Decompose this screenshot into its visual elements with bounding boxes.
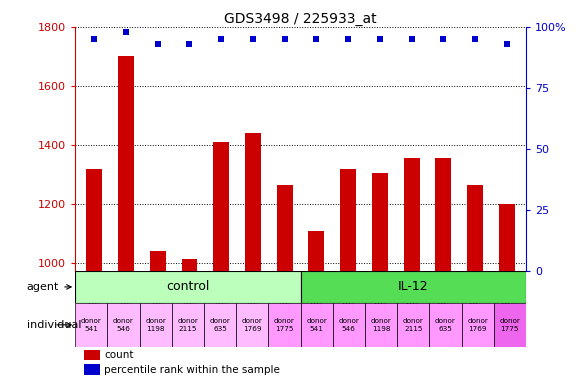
Bar <box>172 303 204 346</box>
Point <box>280 36 290 42</box>
Point <box>375 36 384 42</box>
Bar <box>84 349 100 360</box>
Point <box>343 36 353 42</box>
Text: donor
541: donor 541 <box>306 318 327 332</box>
Point <box>153 41 162 47</box>
Point <box>185 41 194 47</box>
Bar <box>397 303 429 346</box>
Text: control: control <box>166 280 210 293</box>
Text: IL-12: IL-12 <box>398 280 428 293</box>
Bar <box>75 303 108 346</box>
Bar <box>277 185 292 271</box>
Bar <box>118 56 134 271</box>
Text: donor
1775: donor 1775 <box>499 318 520 332</box>
Bar <box>429 303 462 346</box>
Bar <box>499 204 515 271</box>
Point <box>217 36 226 42</box>
Bar <box>372 173 388 271</box>
Bar <box>84 364 100 375</box>
Bar <box>365 303 397 346</box>
Point <box>407 36 416 42</box>
Text: donor
1769: donor 1769 <box>242 318 262 332</box>
Point <box>439 36 448 42</box>
Text: count: count <box>105 350 134 360</box>
Bar <box>75 271 301 303</box>
Bar <box>462 303 494 346</box>
Bar <box>268 303 301 346</box>
Bar <box>181 259 197 271</box>
Text: donor
635: donor 635 <box>435 318 456 332</box>
Point <box>249 36 258 42</box>
Text: donor
2115: donor 2115 <box>177 318 198 332</box>
Text: donor
1775: donor 1775 <box>274 318 295 332</box>
Text: individual: individual <box>27 320 81 330</box>
Text: donor
541: donor 541 <box>81 318 102 332</box>
Bar <box>213 142 229 271</box>
Point <box>121 29 131 35</box>
Bar <box>139 303 172 346</box>
Text: donor
1198: donor 1198 <box>370 318 391 332</box>
Bar <box>494 303 526 346</box>
Bar <box>309 231 324 271</box>
Bar <box>236 303 268 346</box>
Bar <box>404 158 420 271</box>
Bar <box>86 169 102 271</box>
Bar <box>467 185 483 271</box>
Bar <box>435 158 451 271</box>
Text: donor
1769: donor 1769 <box>467 318 488 332</box>
Point <box>90 36 99 42</box>
Text: donor
546: donor 546 <box>339 318 360 332</box>
Text: donor
1198: donor 1198 <box>145 318 166 332</box>
Point <box>502 41 512 47</box>
Text: donor
2115: donor 2115 <box>403 318 424 332</box>
Title: GDS3498 / 225933_at: GDS3498 / 225933_at <box>224 12 377 26</box>
Bar <box>204 303 236 346</box>
Bar <box>301 303 333 346</box>
Text: donor
546: donor 546 <box>113 318 134 332</box>
Text: donor
635: donor 635 <box>210 318 231 332</box>
Bar <box>245 133 261 271</box>
Point <box>312 36 321 42</box>
Point <box>470 36 480 42</box>
Text: percentile rank within the sample: percentile rank within the sample <box>105 365 280 375</box>
Bar <box>150 252 166 271</box>
Bar <box>108 303 139 346</box>
Bar <box>340 169 356 271</box>
Text: agent: agent <box>27 282 71 292</box>
Bar <box>301 271 526 303</box>
Bar <box>333 303 365 346</box>
